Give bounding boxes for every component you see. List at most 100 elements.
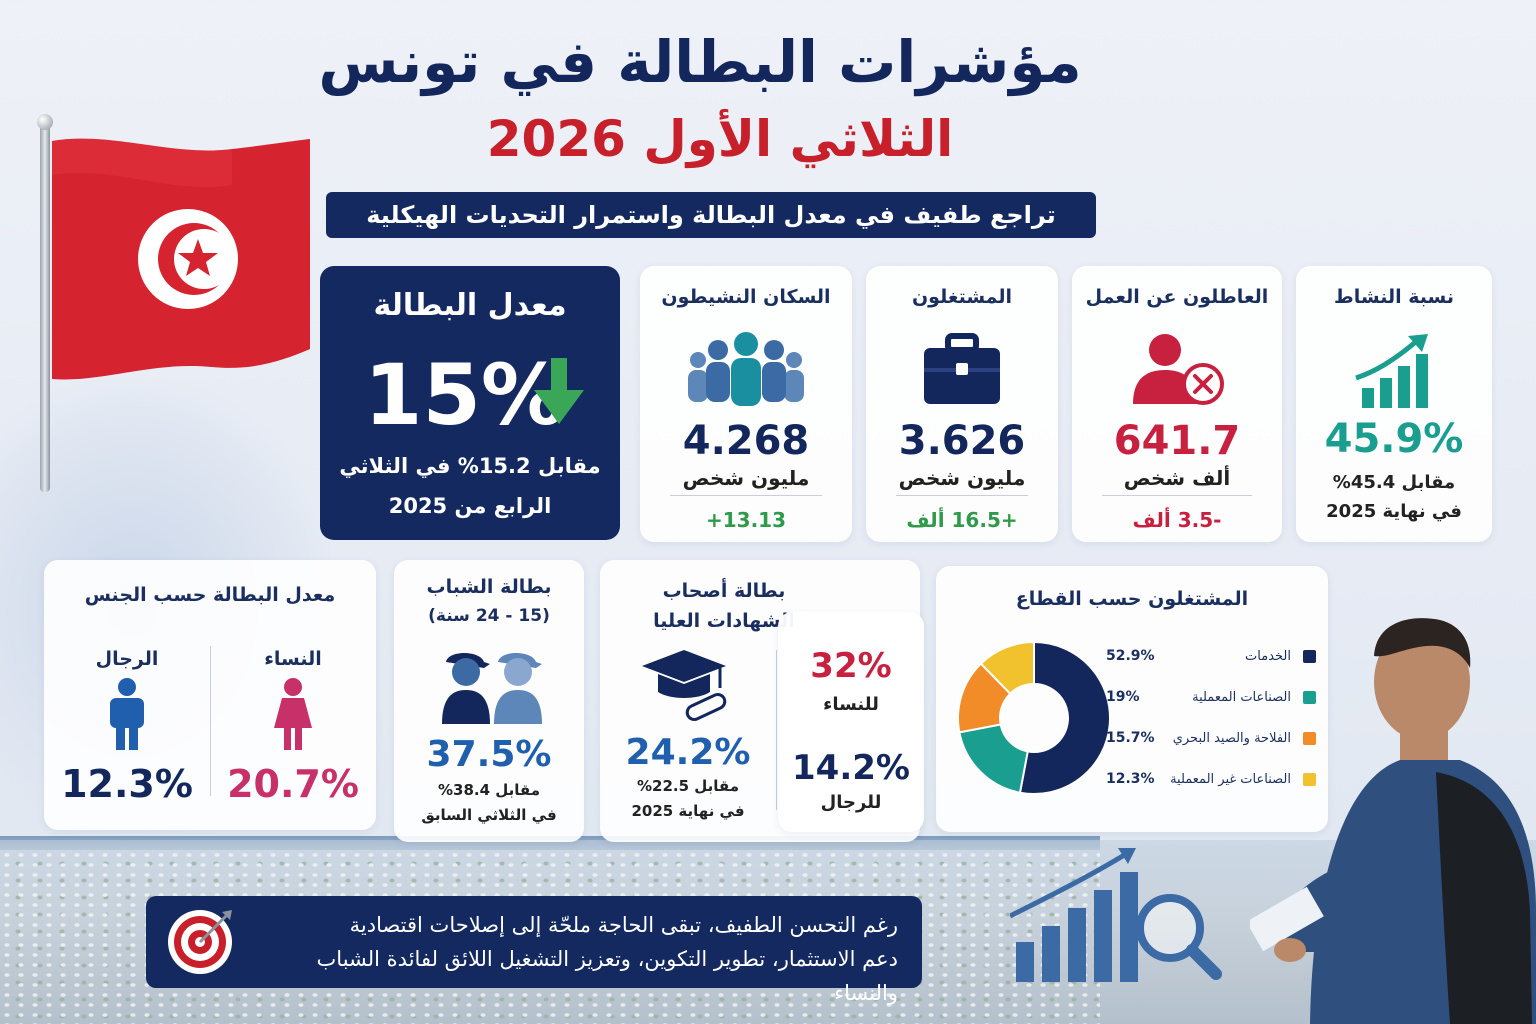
legend-item: الصناعات غير المعملية 12.3% <box>1106 767 1316 791</box>
sectors-donut-chart <box>957 640 1111 795</box>
gender-card-title: معدل البطالة حسب الجنس <box>84 584 336 606</box>
note-line-2: الرابع من 2025 <box>388 494 552 518</box>
growth-magnifier-illustration <box>1008 846 1230 990</box>
legend-label: الخدمات <box>1245 648 1291 664</box>
unemployment-rate-title: معدل البطالة <box>373 288 567 323</box>
man-icon <box>108 678 146 756</box>
banner-line-1: رغم التحسن الطفيف، تبقى الحاجة ملحّة إلى… <box>349 913 898 937</box>
tunisia-flag <box>52 135 314 399</box>
graduates-value: 24.2% <box>625 732 751 773</box>
unemployment-rate-note: مقابل 15.2% في الثلاثي الرابع من 2025 <box>320 446 620 526</box>
donut-slice-4 <box>979 640 1035 696</box>
graduates-title: بطالة أصحاب الشهادات العليا <box>624 576 824 636</box>
kpi-value: 45.9% <box>1324 416 1464 462</box>
sectors-card: المشتغلون حسب القطاع الخدمات 52.9% الصناعا… <box>936 566 1328 832</box>
graduates-women-value: 32% <box>810 646 892 686</box>
title-line-2: الشهادات العليا <box>653 610 795 632</box>
legend-percent: 12.3% <box>1106 771 1155 787</box>
note-line-1: مقابل 45.4% <box>1332 472 1456 493</box>
banner-line-2: دعم الاستثمار، تطوير التكوين، وتعزيز الت… <box>316 947 898 1005</box>
tagline-banner: تراجع طفيف في معدل البطالة واستمرار التح… <box>326 192 1096 238</box>
legend-item: الصناعات المعملية 19% <box>1106 685 1316 709</box>
note-line-1: مقابل 15.2% في الثلاثي <box>339 454 601 478</box>
divider <box>776 650 777 810</box>
graduates-men-value: 14.2% <box>792 748 910 788</box>
kpi-title: السكان النشيطون <box>661 286 831 308</box>
gender-unemployment-card: معدل البطالة حسب الجنس النساء 20.7% الرج… <box>44 560 376 830</box>
kpi-value: 4.268 <box>682 418 810 464</box>
women-value: 20.7% <box>227 762 359 806</box>
title-line-1: بطالة أصحاب <box>662 580 786 602</box>
arrow-down-icon <box>534 358 584 428</box>
legend-label: الصناعات المعملية <box>1192 689 1291 705</box>
youth-age-range: (15 - 24 سنة) <box>428 606 550 626</box>
legend-swatch <box>1303 731 1316 745</box>
kpi-delta: -3.5 ألف <box>1132 508 1222 532</box>
divider <box>670 495 822 496</box>
legend-swatch <box>1303 649 1316 663</box>
divider <box>210 646 211 796</box>
banner-text: رغم التحسن الطفيف، تبقى الحاجة ملحّة إلى… <box>278 908 898 1010</box>
kpi-title: نسبة النشاط <box>1334 286 1454 308</box>
unemployment-rate-value: 15% <box>364 346 566 444</box>
student-illustration <box>1246 612 1536 1024</box>
person-x-icon <box>1127 332 1227 410</box>
legend-percent: 19% <box>1106 689 1140 705</box>
legend-percent: 15.7% <box>1106 730 1155 746</box>
kpi-delta: +16.5 ألف <box>906 508 1018 532</box>
donut-slice-1 <box>1018 640 1111 795</box>
youth-title: بطالة الشباب <box>426 576 552 598</box>
men-label: الرجال <box>95 648 159 670</box>
page-title: مؤشرات البطالة في تونس <box>318 28 1082 96</box>
people-group-icon <box>686 332 806 416</box>
note-line-2: في نهاية 2025 <box>631 802 745 820</box>
kpi-card-activity-rate: نسبة النشاط 45.9% مقابل 45.4% في نهاية 2… <box>1296 266 1492 542</box>
sectors-legend: الخدمات 52.9% الصناعات المعملية 19% الفلاحة … <box>1096 644 1316 804</box>
men-value: 12.3% <box>61 762 193 806</box>
flag-pole <box>40 122 50 492</box>
graduates-gender-split: 32% للنساء 14.2% للرجال <box>778 612 924 832</box>
legend-label: الصناعات غير المعملية <box>1170 771 1291 787</box>
briefcase-icon <box>922 332 1002 410</box>
graduates-note: مقابل 22.5% في نهاية 2025 <box>600 774 776 824</box>
sectors-title: المشتغلون حسب القطاع <box>1015 588 1249 610</box>
donut-slice-2 <box>958 723 1029 794</box>
note-line-1: مقابل 38.4% <box>437 781 540 799</box>
kpi-note: مقابل 45.4% في نهاية 2025 <box>1296 468 1492 526</box>
note-line-2: في نهاية 2025 <box>1326 501 1462 522</box>
youth-group-icon <box>440 648 546 728</box>
kpi-title: العاطلون عن العمل <box>1085 286 1269 308</box>
page-subtitle: الثلاثي الأول 2026 <box>486 110 954 168</box>
kpi-value: 3.626 <box>898 418 1026 464</box>
graduates-men-label: للرجال <box>820 792 882 813</box>
divider <box>896 495 1028 496</box>
legend-swatch <box>1303 690 1316 704</box>
kpi-unit: مليون شخص <box>898 466 1026 490</box>
kpi-title: المشتغلون <box>911 286 1013 308</box>
graduates-women-label: للنساء <box>823 694 879 715</box>
kpi-card-active-population: السكان النشيطون 4.268 مليون شخص +13.13 <box>640 266 852 542</box>
youth-value: 37.5% <box>426 734 552 775</box>
kpi-delta: +13.13 <box>705 508 787 532</box>
flag-pole-finial <box>37 114 53 130</box>
kpi-value: 641.7 <box>1113 418 1241 464</box>
note-line-1: مقابل 22.5% <box>636 777 739 795</box>
kpi-unit: ألف شخص <box>1123 466 1231 490</box>
legend-percent: 52.9% <box>1106 648 1155 664</box>
youth-unemployment-card: بطالة الشباب (15 - 24 سنة) 37.5% مقابل 3… <box>394 560 584 842</box>
bar-chart-up-icon <box>1352 332 1436 414</box>
kpi-card-employed: المشتغلون 3.626 مليون شخص +16.5 ألف <box>866 266 1058 542</box>
note-line-2: في الثلاثي السابق <box>421 806 557 824</box>
legend-label: الفلاحة والصيد البحري <box>1172 730 1291 746</box>
youth-note: مقابل 38.4% في الثلاثي السابق <box>394 778 584 828</box>
women-label: النساء <box>264 648 322 670</box>
woman-icon <box>272 678 314 756</box>
conclusion-banner: رغم التحسن الطفيف، تبقى الحاجة ملحّة إلى… <box>146 896 922 1005</box>
kpi-card-unemployed: العاطلون عن العمل 641.7 ألف شخص -3.5 ألف <box>1072 266 1282 542</box>
legend-item: الفلاحة والصيد البحري 15.7% <box>1106 726 1316 750</box>
graduation-cap-icon <box>640 648 734 726</box>
kpi-unit: مليون شخص <box>682 466 810 490</box>
divider <box>1102 495 1252 496</box>
target-icon <box>166 908 234 980</box>
legend-swatch <box>1303 772 1316 786</box>
